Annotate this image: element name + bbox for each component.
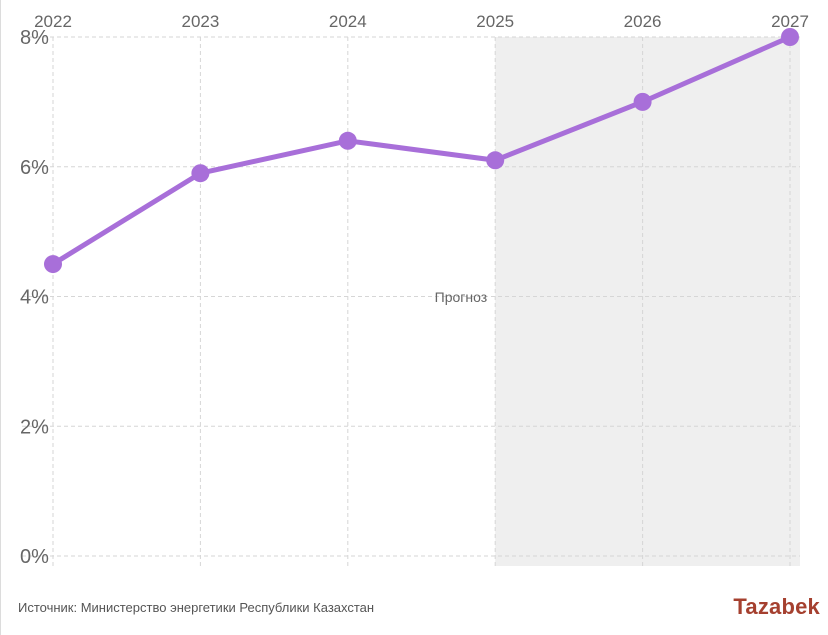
forecast-region <box>495 37 800 566</box>
y-tick-label: 2% <box>20 416 49 438</box>
data-point <box>781 28 799 46</box>
y-tick-label: 0% <box>20 546 49 568</box>
x-tick-label: 2024 <box>329 12 367 31</box>
y-tick-label: 4% <box>20 287 49 309</box>
x-tick-label: 2026 <box>624 12 662 31</box>
data-point <box>338 131 357 150</box>
data-point <box>486 151 505 170</box>
y-tick-label: 6% <box>20 157 49 179</box>
x-tick-label: 2022 <box>34 12 72 31</box>
forecast-label: Прогноз <box>435 289 488 305</box>
brand-logo: Tazabek <box>733 594 820 619</box>
data-point <box>191 164 210 183</box>
left-border <box>0 0 1 635</box>
source-note: Источник: Министерство энергетики Респуб… <box>18 600 375 615</box>
data-point <box>44 255 62 274</box>
x-tick-label: 2025 <box>476 12 514 31</box>
x-tick-label: 2027 <box>771 12 809 31</box>
x-tick-label: 2023 <box>181 12 219 31</box>
series-line <box>50 34 793 267</box>
y-tick-label: 8% <box>20 27 49 49</box>
data-point <box>633 92 652 111</box>
